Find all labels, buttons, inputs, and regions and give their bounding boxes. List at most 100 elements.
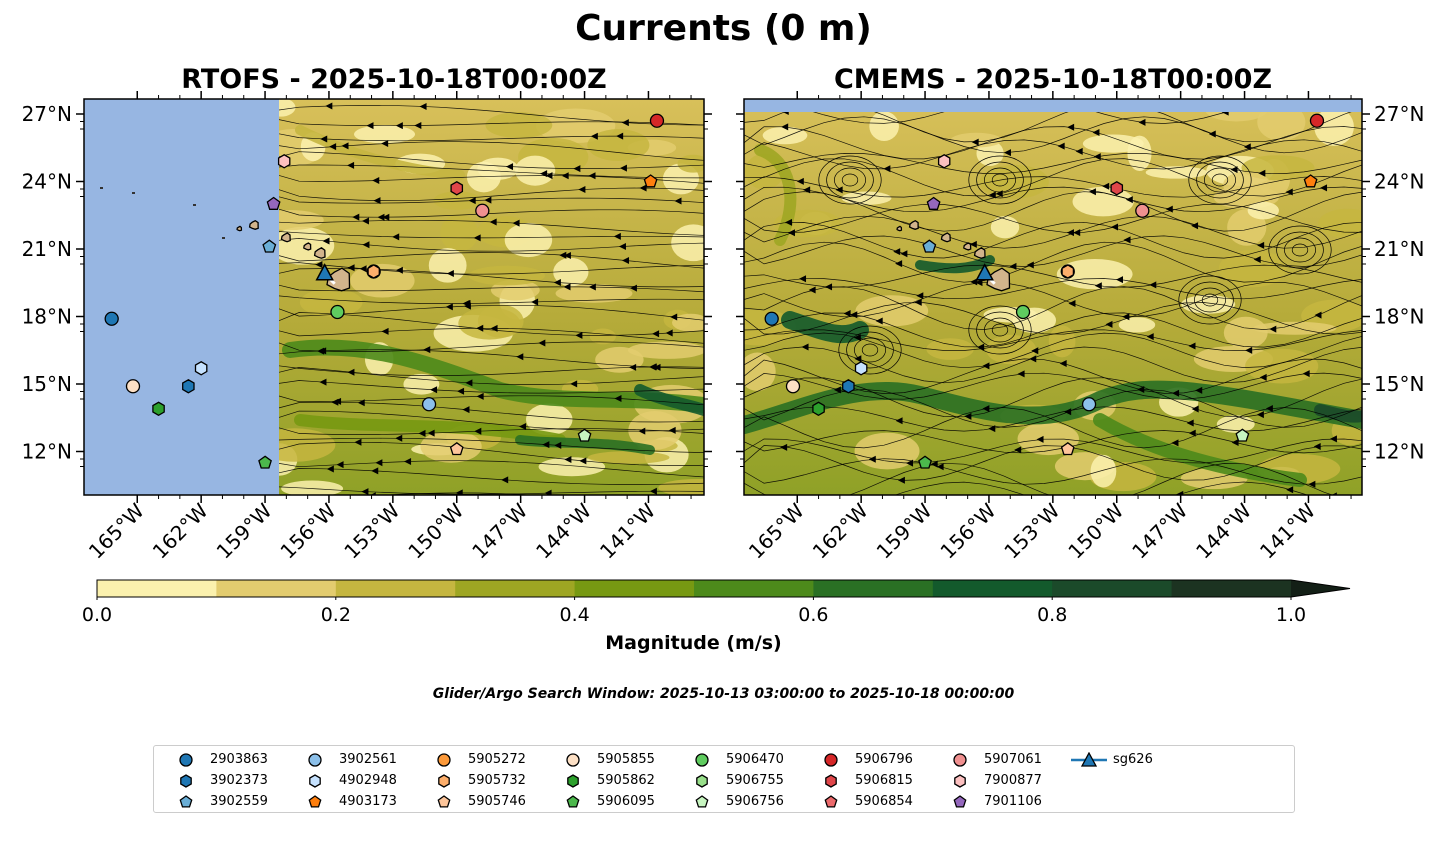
legend-label: 5906095 (597, 794, 655, 809)
glider-sg626 (315, 263, 334, 281)
legend-label: 5905862 (597, 773, 655, 788)
lon-tick-label: 153°W (339, 498, 404, 563)
float-4903173 (643, 174, 658, 188)
float-3902561 (421, 397, 437, 412)
float-5905732 (367, 264, 380, 279)
colorbar-extend-arrow (1291, 580, 1350, 597)
legend-marker-icon (954, 774, 966, 788)
legend-label: 4902948 (339, 773, 397, 788)
float-7900877 (937, 154, 951, 169)
legend-marker-icon (695, 795, 709, 808)
float-7900877 (277, 154, 291, 169)
float-5906796 (1309, 113, 1325, 128)
float-7901106 (926, 196, 941, 210)
legend-label: 7901106 (984, 794, 1042, 809)
rtofs-frame (83, 98, 705, 496)
legend-label: 5906854 (855, 794, 913, 809)
legend-label: 2903863 (210, 752, 268, 767)
float-5906796 (649, 113, 665, 128)
float-5905746 (449, 442, 464, 456)
colorbar-segment (1171, 580, 1292, 597)
lat-tick-label: 21°N (22, 237, 72, 261)
cmems-streamlines (744, 99, 1362, 495)
colorbar-segment (694, 580, 814, 597)
float-5905862 (812, 401, 825, 417)
legend-label: 5906756 (726, 794, 784, 809)
legend-marker-icon (953, 795, 967, 808)
legend-marker-icon (566, 795, 580, 808)
lat-tick-label: 21°N (1374, 237, 1424, 261)
float-5906815 (1110, 181, 1124, 196)
colorbar-tick: 0.8 (1037, 604, 1068, 626)
float-5906095 (258, 455, 272, 469)
legend-marker-icon (953, 753, 967, 767)
float-5906756 (577, 428, 592, 442)
float-5905732 (1061, 264, 1075, 279)
float-4903173 (1303, 174, 1318, 188)
legend-marker-icon (179, 753, 193, 767)
float-5905862 (152, 401, 165, 417)
float-5906095 (918, 455, 932, 469)
legend-marker-icon (437, 795, 451, 808)
legend-label: 5905855 (597, 752, 655, 767)
legend-label: 5906815 (855, 773, 913, 788)
colorbar (96, 579, 1351, 600)
float-2903863 (764, 311, 779, 326)
legend-marker-icon (179, 795, 193, 808)
legend-label: 5905746 (468, 794, 526, 809)
rtofs-streamlines (278, 102, 704, 495)
colorbar-tick: 0.6 (798, 604, 829, 626)
lon-tick-label: 165°W (744, 498, 809, 563)
colorbar-segment (1052, 580, 1173, 597)
legend-marker-icon (824, 795, 838, 808)
lon-tick-label: 144°W (531, 498, 596, 563)
colorbar-tick: 0.2 (320, 604, 351, 626)
legend-marker-icon (180, 774, 192, 788)
float-5907061 (1135, 203, 1150, 218)
legend-marker-icon (566, 753, 580, 767)
float-5905746 (1060, 442, 1075, 456)
cmems-no-data-strip (744, 99, 1362, 112)
float-3902559 (922, 239, 937, 253)
legend-label: 5905732 (468, 773, 526, 788)
float-3902559 (262, 239, 277, 253)
colorbar-label: Magnitude (m/s) (605, 632, 782, 654)
legend-marker-icon (567, 774, 579, 788)
float-3902373 (182, 379, 195, 394)
lon-tick-label: 144°W (1191, 498, 1256, 563)
lat-tick-label: 12°N (1374, 440, 1424, 464)
glider-sg626 (975, 263, 994, 281)
legend: 2903863 3902373 3902559 3902561 4902948 49031… (153, 745, 1295, 813)
search-window-text: Glider/Argo Search Window: 2025-10-13 03… (432, 686, 1015, 702)
legend-marker-icon (825, 774, 837, 788)
cmems-float-markers (764, 113, 1325, 469)
float-5906815 (450, 181, 464, 196)
legend-marker-icon (308, 795, 322, 808)
rtofs-map-panel: 27°N24°N21°N18°N15°N12°N165°W162°W159°W1… (22, 91, 712, 564)
legend-marker-icon (696, 774, 708, 788)
lat-tick-label: 18°N (1374, 305, 1424, 329)
legend-label: 3902559 (210, 794, 268, 809)
float-4902948 (194, 361, 208, 376)
lon-tick-label: 147°W (1127, 498, 1192, 563)
lat-tick-label: 12°N (22, 440, 72, 464)
rtofs-float-markers (104, 113, 665, 469)
lon-tick-label: 162°W (148, 498, 213, 563)
float-7901106 (266, 196, 281, 210)
colorbar-segment (335, 580, 456, 597)
legend-label: 5905272 (468, 752, 526, 767)
lon-tick-label: 153°W (999, 498, 1064, 563)
cmems-land (896, 219, 1011, 292)
colorbar-segment (813, 580, 934, 597)
colorbar-tick: 0.0 (81, 604, 113, 626)
rtofs-land (100, 187, 351, 292)
float-5907061 (475, 203, 490, 218)
lat-tick-label: 27°N (1374, 102, 1424, 126)
legend-marker-icon (1071, 752, 1107, 767)
legend-marker-icon (309, 774, 321, 788)
lon-tick-label: 147°W (467, 498, 532, 563)
lat-tick-label: 24°N (22, 170, 72, 194)
legend-label: 5907061 (984, 752, 1042, 767)
lon-tick-label: 141°W (1255, 498, 1320, 563)
lon-tick-label: 165°W (84, 498, 149, 563)
